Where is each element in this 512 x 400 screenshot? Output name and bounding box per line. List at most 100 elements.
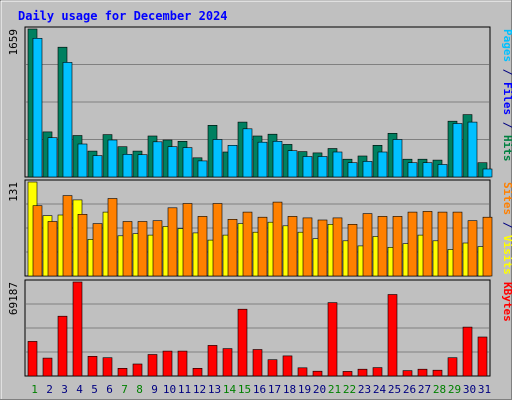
x-tick-label: 15 (238, 383, 251, 396)
x-tick-label: 30 (463, 383, 476, 396)
x-tick-label: 20 (313, 383, 326, 396)
bar-sites-day-28 (437, 211, 448, 277)
bar-sites-day-5 (92, 223, 103, 277)
bar-files-day-16 (257, 141, 268, 178)
bar-sites-day-16 (257, 216, 268, 277)
bar-sites-day-27 (422, 211, 433, 277)
bar-files-day-11 (182, 147, 193, 178)
bar-sites-day-14 (227, 219, 238, 277)
bar-sites-day-13 (212, 203, 223, 277)
bar-kbytes-day-12 (192, 367, 203, 377)
bar-sites-day-30 (467, 220, 478, 277)
bar-sites-day-6 (107, 198, 118, 277)
bar-sites-day-18 (287, 216, 298, 277)
x-tick-label: 23 (358, 383, 371, 396)
panel-pages-files-hits: 1659 Pages / Files / Hits (7, 26, 512, 178)
bar-files-day-14 (227, 145, 238, 178)
bar-sites-day-9 (152, 220, 163, 277)
legend-segment: Pages (501, 29, 512, 62)
bar-kbytes-day-15 (237, 308, 248, 377)
bar-sites-day-20 (317, 219, 328, 277)
legend-label: Sites / Visits (501, 182, 512, 275)
bar-kbytes-day-17 (267, 359, 278, 377)
bar-sites-day-11 (182, 203, 193, 277)
bar-files-day-27 (422, 162, 433, 178)
bar-kbytes-day-22 (342, 371, 353, 377)
x-tick-label: 16 (253, 383, 266, 396)
bar-kbytes-day-25 (387, 294, 398, 377)
x-tick-label: 22 (343, 383, 356, 396)
bar-kbytes-day-26 (402, 370, 413, 377)
legend-label: KBytes (501, 282, 512, 322)
bar-kbytes-day-21 (327, 302, 338, 377)
bar-files-day-15 (242, 128, 253, 178)
bar-kbytes-day-13 (207, 345, 218, 377)
bar-sites-day-23 (362, 213, 373, 277)
legend-segment: / (501, 115, 512, 135)
bar-files-day-19 (302, 156, 313, 178)
legend-segment: / (501, 215, 512, 235)
x-tick-label: 28 (433, 383, 446, 396)
bar-files-day-7 (122, 154, 133, 178)
bar-sites-day-17 (272, 201, 283, 277)
bar-sites-day-25 (392, 216, 403, 277)
x-tick-label: 5 (91, 383, 98, 396)
bar-sites-day-24 (377, 216, 388, 277)
bar-kbytes-day-28 (432, 369, 443, 377)
bar-files-day-30 (467, 121, 478, 178)
bar-sites-day-8 (137, 221, 148, 277)
bar-files-day-10 (167, 146, 178, 178)
bar-kbytes-day-14 (222, 348, 233, 377)
x-tick-label: 25 (388, 383, 401, 396)
x-tick-label: 9 (151, 383, 158, 396)
bar-files-day-28 (437, 164, 448, 178)
scale-label: 69187 (7, 282, 20, 315)
x-tick-label: 31 (478, 383, 491, 396)
scale-label: 1659 (7, 29, 20, 56)
scale-label: 131 (7, 182, 20, 202)
legend-segment: / (501, 62, 512, 82)
bar-files-day-31 (482, 168, 493, 178)
bar-kbytes-day-29 (447, 357, 458, 377)
bar-kbytes-day-10 (162, 350, 173, 377)
bar-sites-day-21 (332, 217, 343, 277)
x-tick-label: 2 (46, 383, 53, 396)
bar-kbytes-day-18 (282, 355, 293, 377)
bar-sites-day-15 (242, 211, 253, 277)
bar-sites-day-22 (347, 224, 358, 277)
bar-files-day-8 (137, 154, 148, 178)
bar-files-day-3 (62, 62, 73, 178)
bar-kbytes-day-16 (252, 349, 263, 377)
x-axis-day-labels: 1 2 3 4 5 6 7 8 9 10 11 12 13 14 15 16 17 18 19 20 21 22 23 24 2… (31, 383, 491, 396)
bar-files-day-26 (407, 162, 418, 178)
bar-kbytes-day-20 (312, 370, 323, 377)
x-tick-label: 17 (268, 383, 281, 396)
bar-files-day-21 (332, 151, 343, 178)
bar-files-day-17 (272, 141, 283, 178)
x-tick-label: 6 (106, 383, 113, 396)
bar-sites-day-1 (32, 205, 43, 277)
bar-sites-day-12 (197, 216, 208, 277)
bar-files-day-12 (197, 160, 208, 178)
bar-files-day-23 (362, 161, 373, 178)
bar-sites-day-29 (452, 211, 463, 277)
bar-kbytes-day-8 (132, 363, 143, 377)
bar-files-day-18 (287, 150, 298, 178)
x-tick-label: 3 (61, 383, 68, 396)
bar-sites-day-31 (482, 216, 493, 277)
x-tick-label: 7 (121, 383, 128, 396)
bar-kbytes-day-2 (42, 357, 53, 377)
bar-sites-day-26 (407, 211, 418, 277)
bar-kbytes-day-30 (462, 326, 473, 377)
panel-kbytes: 69187 KBytes (7, 279, 512, 377)
bar-sites-day-3 (62, 195, 73, 277)
bar-files-day-5 (92, 155, 103, 178)
x-tick-label: 14 (223, 383, 237, 396)
x-tick-label: 8 (136, 383, 143, 396)
legend-segment: Files (501, 82, 512, 115)
bar-kbytes-day-1 (27, 341, 38, 377)
x-tick-label: 18 (283, 383, 296, 396)
legend-segment: Hits (501, 135, 512, 162)
bar-files-day-29 (452, 123, 463, 178)
bar-kbytes-day-7 (117, 367, 128, 377)
